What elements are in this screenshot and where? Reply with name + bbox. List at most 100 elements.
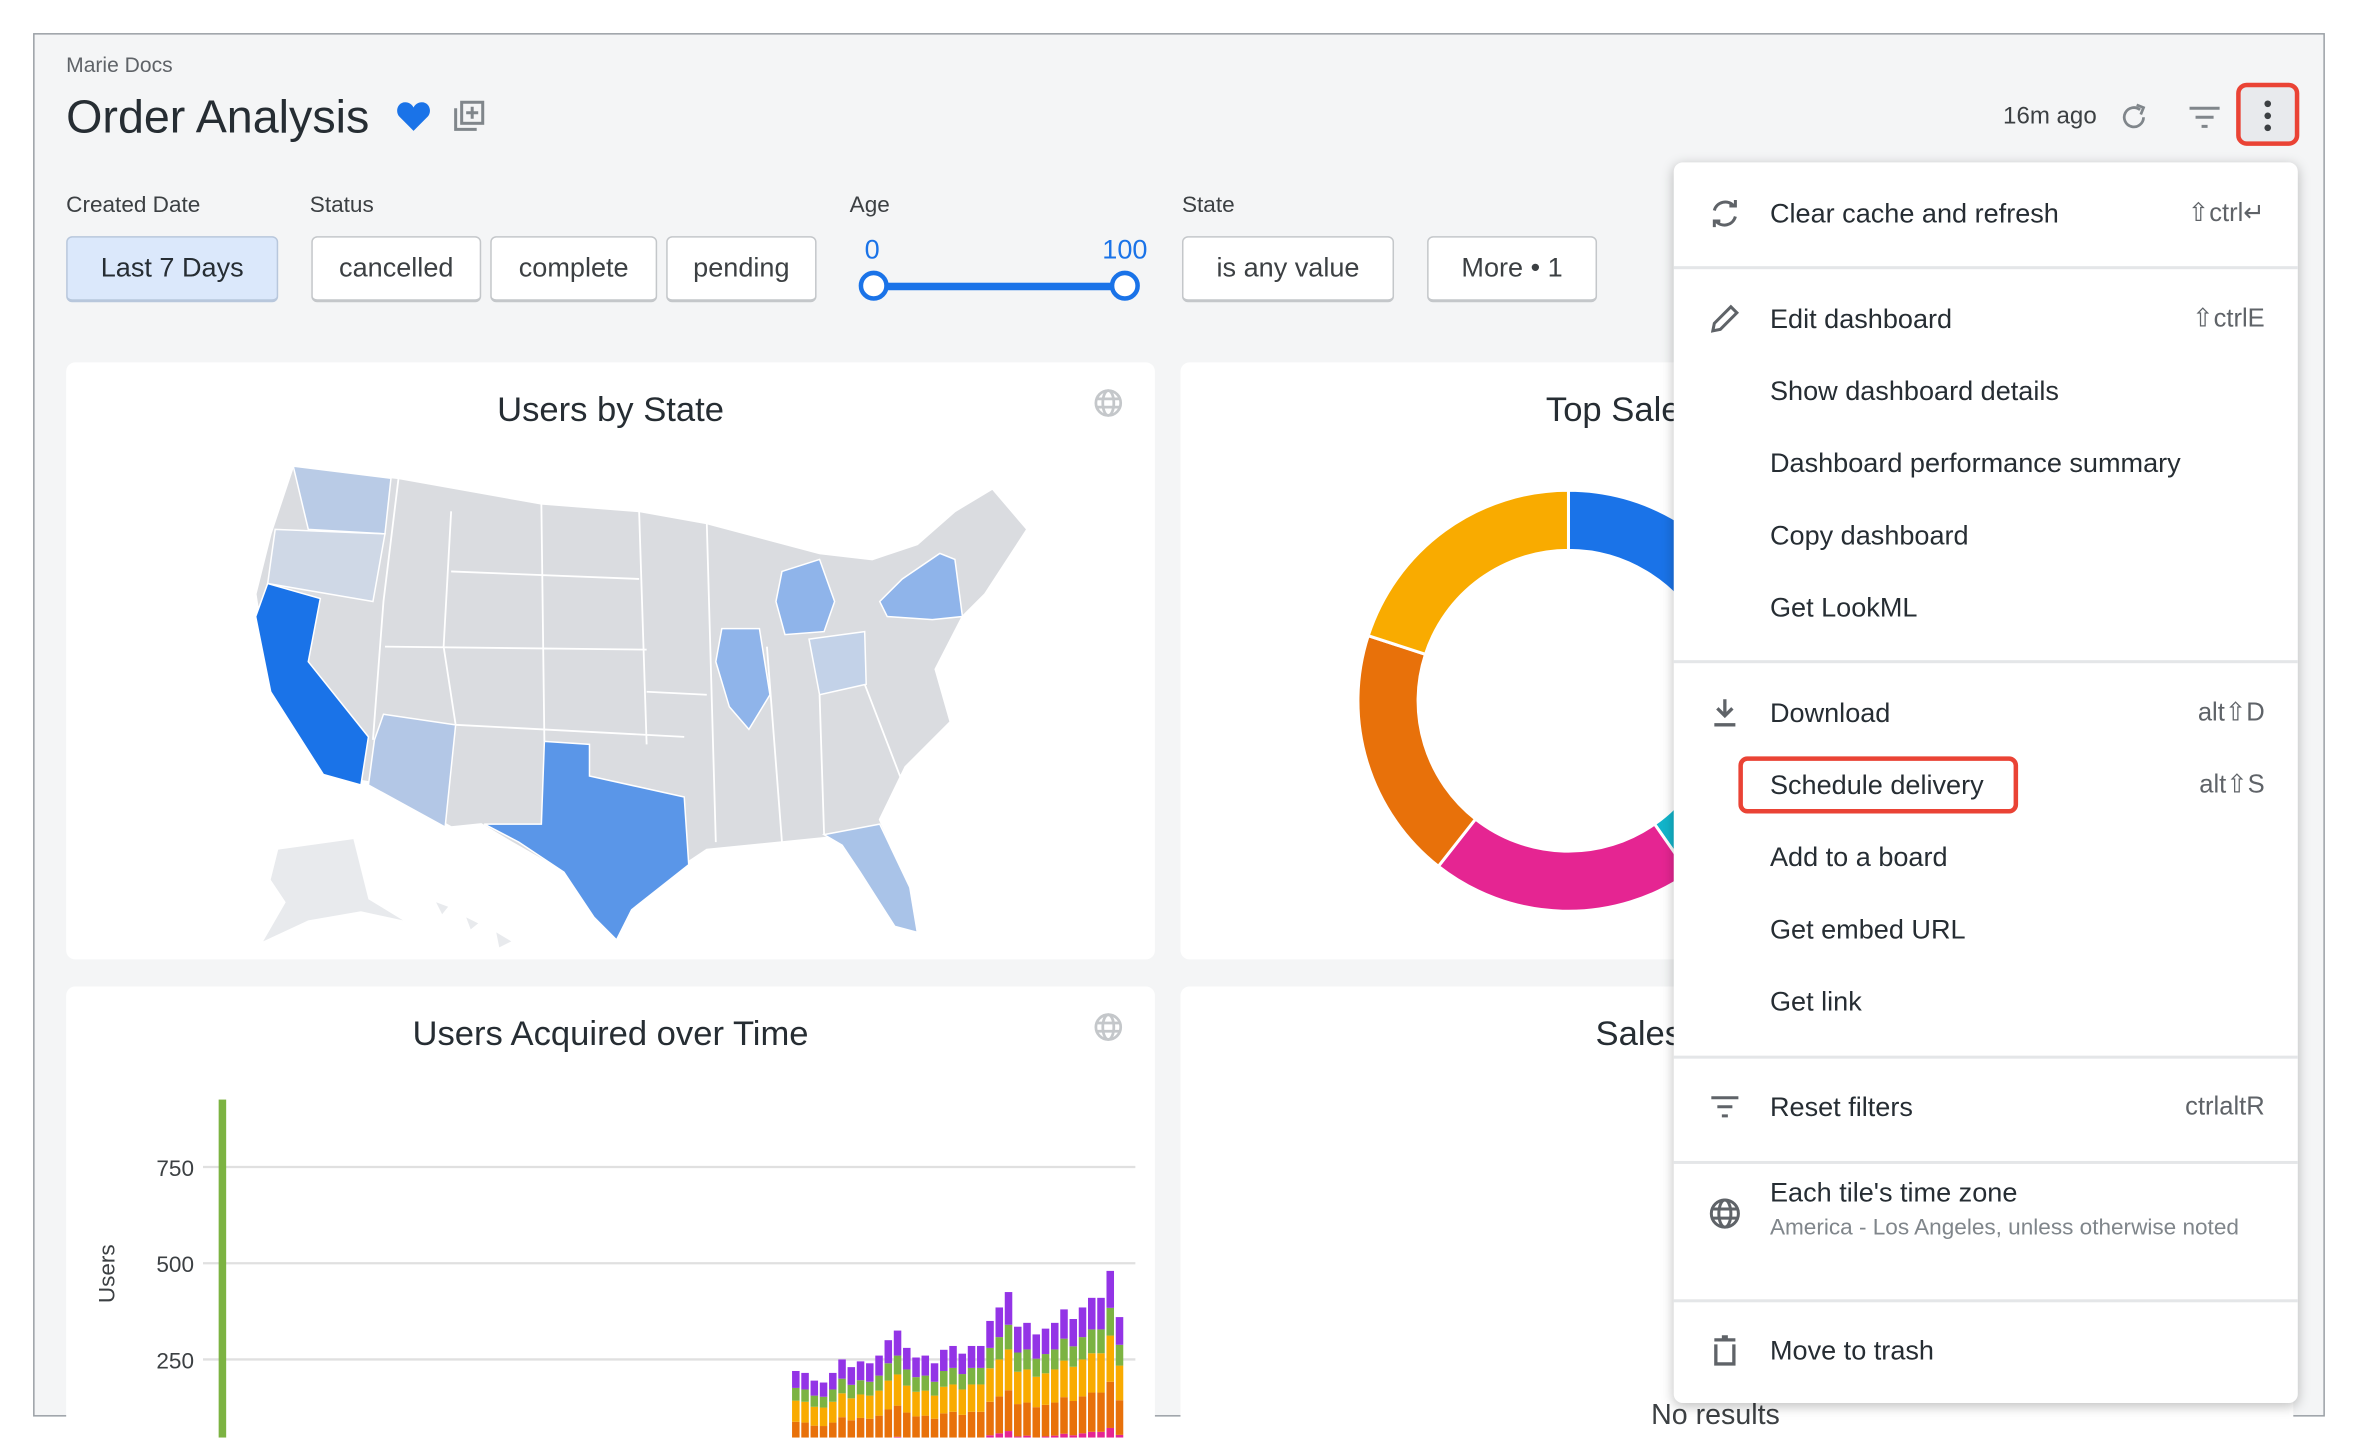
age-slider-min-handle[interactable] (858, 270, 889, 301)
bar-segment[interactable] (875, 1355, 883, 1376)
globe-icon[interactable] (1092, 386, 1125, 419)
bar-segment[interactable] (866, 1363, 874, 1382)
bar-segment[interactable] (1087, 1392, 1096, 1432)
bar-segment[interactable] (847, 1384, 856, 1399)
bar-segment[interactable] (856, 1380, 865, 1395)
bar-segment[interactable] (819, 1426, 828, 1438)
bar-segment[interactable] (792, 1370, 800, 1388)
bar-segment[interactable] (1115, 1344, 1124, 1366)
bar-segment[interactable] (1097, 1297, 1105, 1330)
bar-segment[interactable] (921, 1415, 930, 1438)
bar-segment[interactable] (866, 1418, 874, 1438)
bar-segment[interactable] (1060, 1338, 1068, 1361)
status-option-complete[interactable]: complete (490, 236, 658, 303)
bar-segment[interactable] (995, 1307, 1004, 1338)
bar-segment[interactable] (792, 1387, 800, 1401)
bar-segment[interactable] (1004, 1324, 1013, 1350)
bar-segment[interactable] (829, 1422, 837, 1438)
bar-segment[interactable] (847, 1420, 856, 1438)
bar-segment[interactable] (1032, 1334, 1041, 1359)
bar-segment[interactable] (838, 1417, 846, 1438)
bar-segment[interactable] (810, 1425, 819, 1438)
bar-segment[interactable] (792, 1400, 800, 1422)
bar-segment[interactable] (1097, 1329, 1105, 1354)
bar-segment[interactable] (1069, 1401, 1078, 1436)
menu-item-each-tile-s-time-zone[interactable]: Each tile's time zone America - Los Angel… (1674, 1177, 2298, 1243)
donut-slice[interactable] (1436, 816, 1692, 913)
menu-item-show-dashboard-details[interactable]: Show dashboard details (1674, 361, 2298, 421)
bar-segment[interactable] (893, 1374, 902, 1406)
bar-segment[interactable] (1004, 1390, 1013, 1432)
bar-segment[interactable] (958, 1353, 967, 1375)
more-filters-button[interactable]: More • 1 (1427, 236, 1598, 303)
bar-segment[interactable] (866, 1381, 874, 1396)
bar-segment[interactable] (1032, 1358, 1041, 1377)
bar-segment[interactable] (1004, 1349, 1013, 1391)
bar-segment[interactable] (1014, 1326, 1022, 1353)
bar-segment[interactable] (912, 1391, 920, 1417)
bar-segment[interactable] (940, 1370, 948, 1387)
menu-item-dashboard-performance-summary[interactable]: Dashboard performance summary (1674, 433, 2298, 493)
bar-segment[interactable] (949, 1384, 957, 1412)
bar-segment[interactable] (847, 1398, 856, 1421)
bar-segment[interactable] (986, 1320, 994, 1348)
bar-segment[interactable] (930, 1395, 939, 1419)
bar-segment[interactable] (856, 1361, 865, 1381)
menu-item-schedule-delivery[interactable]: Schedule delivery alt⇧S (1674, 755, 2298, 815)
bar-segment[interactable] (977, 1345, 985, 1368)
bar-segment[interactable] (1097, 1392, 1105, 1432)
bar-segment[interactable] (1069, 1366, 1078, 1402)
bar-segment[interactable] (884, 1363, 893, 1381)
menu-item-download[interactable]: Download alt⇧D (1674, 683, 2298, 743)
bar-segment[interactable] (829, 1372, 837, 1390)
bar-segment[interactable] (977, 1411, 985, 1438)
bar-segment[interactable] (1106, 1307, 1115, 1336)
bar-segment[interactable] (903, 1412, 911, 1438)
menu-item-edit-dashboard[interactable]: Edit dashboard ⇧ctrlE (1674, 289, 2298, 349)
bar-segment[interactable] (801, 1422, 809, 1438)
bar-segment[interactable] (995, 1359, 1004, 1397)
bar-segment[interactable] (1014, 1404, 1022, 1437)
age-slider-track[interactable] (873, 282, 1125, 291)
bar-segment[interactable] (1041, 1328, 1050, 1355)
bar-segment[interactable] (1078, 1307, 1087, 1338)
bar-segment[interactable] (1069, 1319, 1078, 1347)
bar-segment[interactable] (930, 1381, 939, 1396)
bar-segment[interactable] (967, 1411, 976, 1438)
menu-item-add-to-a-board[interactable]: Add to a board (1674, 827, 2298, 887)
bar-segment[interactable] (893, 1330, 902, 1356)
bar-segment[interactable] (1078, 1396, 1087, 1434)
bar-segment[interactable] (1023, 1369, 1031, 1403)
status-option-cancelled[interactable]: cancelled (311, 236, 482, 303)
bar-segment[interactable] (856, 1394, 865, 1418)
bar-segment[interactable] (958, 1389, 967, 1415)
bar-segment[interactable] (995, 1396, 1004, 1434)
bar-segment[interactable] (1023, 1435, 1031, 1438)
bar-segment[interactable] (819, 1396, 828, 1408)
bar-segment[interactable] (1051, 1322, 1059, 1350)
menu-item-get-lookml[interactable]: Get LookML (1674, 577, 2298, 637)
bar-segment[interactable] (1097, 1431, 1105, 1438)
bar-segment[interactable] (1087, 1431, 1096, 1438)
bar-segment[interactable] (819, 1382, 828, 1397)
donut-slice[interactable] (1366, 488, 1570, 657)
bar-segment[interactable] (875, 1375, 883, 1391)
bar-segment[interactable] (1004, 1431, 1013, 1438)
bar-segment[interactable] (1023, 1322, 1031, 1350)
bar-segment[interactable] (1106, 1270, 1115, 1308)
bar-segment[interactable] (903, 1385, 911, 1413)
bar-segment[interactable] (940, 1386, 948, 1414)
bar-segment[interactable] (940, 1349, 948, 1371)
bar-segment[interactable] (912, 1416, 920, 1438)
bar-segment[interactable] (1023, 1349, 1031, 1370)
bar-segment[interactable] (875, 1415, 883, 1438)
bar-segment[interactable] (1051, 1402, 1059, 1436)
bar-segment[interactable] (1115, 1434, 1124, 1438)
bar-segment[interactable] (1078, 1433, 1087, 1438)
bar-segment[interactable] (875, 1390, 883, 1416)
bar-segment[interactable] (856, 1417, 865, 1438)
bar-segment[interactable] (1032, 1407, 1041, 1438)
donut-slice[interactable] (1356, 633, 1478, 869)
bar-segment[interactable] (921, 1375, 930, 1391)
bar-segment[interactable] (995, 1337, 1004, 1360)
